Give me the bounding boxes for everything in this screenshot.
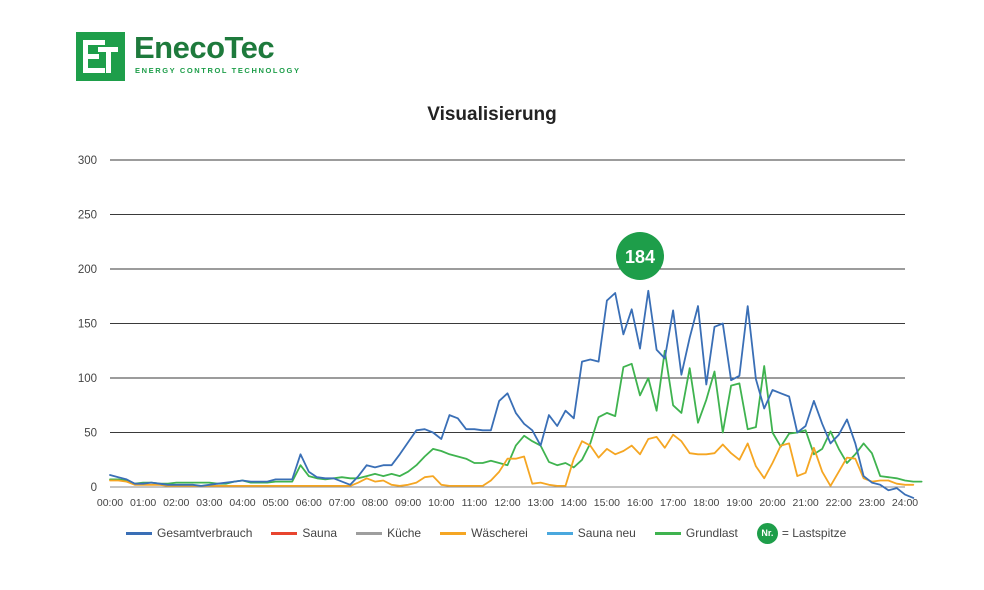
x-tick-label: 23:00 <box>859 497 885 509</box>
x-tick-label: 17:00 <box>660 497 686 509</box>
legend-swatch <box>546 531 573 535</box>
x-tick-label: 21:00 <box>792 497 818 509</box>
logo: EnecoTec ENERGY CONTROL TECHNOLOGY <box>76 30 299 82</box>
x-tick-label: 24:00 <box>892 497 918 509</box>
legend-item: Gesamtverbrauch <box>126 526 252 540</box>
legend-item: Grundlast <box>654 526 738 540</box>
x-tick-label: 06:00 <box>296 497 322 509</box>
legend-label: Gesamtverbrauch <box>157 526 253 540</box>
x-tick-label: 18:00 <box>693 497 719 509</box>
y-tick-label: 100 <box>78 373 97 385</box>
x-tick-label: 08:00 <box>362 497 388 509</box>
legend-item: Wäscherei <box>440 526 528 540</box>
x-tick-label: 14:00 <box>561 497 587 509</box>
y-tick-label: 0 <box>91 482 97 494</box>
x-tick-label: 01:00 <box>130 497 156 509</box>
series-line-gesamtverbrauch <box>109 289 915 499</box>
x-tick-label: 20:00 <box>759 497 785 509</box>
legend-label: Sauna <box>302 526 338 540</box>
y-tick-label: 200 <box>78 264 97 276</box>
series-line-wäscherei <box>109 433 915 487</box>
logo-name: EnecoTec <box>134 30 275 65</box>
legend-item: Sauna <box>271 526 337 540</box>
x-tick-label: 16:00 <box>627 497 653 509</box>
legend-label: Grundlast <box>685 526 738 540</box>
x-tick-label: 09:00 <box>395 497 421 509</box>
logo-et-glyph-icon <box>83 40 118 73</box>
legend-label: Wäscherei <box>471 526 528 540</box>
x-tick-label: 00:00 <box>97 497 123 509</box>
legend-swatch <box>126 531 152 535</box>
legend-label: Küche <box>387 526 422 540</box>
x-axis-ticks: 00:00 01:00 02:00 03:00 04:00 05:00 06:00 07:00… <box>97 497 918 509</box>
x-tick-label: 15:00 <box>594 497 620 509</box>
legend: Gesamtverbrauch Sauna Küche Wäscherei Sauna … <box>126 522 865 544</box>
y-tick-label: 150 <box>78 319 97 331</box>
y-tick-label: 250 <box>78 210 97 222</box>
logo-tagline: ENERGY CONTROL TECHNOLOGY <box>135 66 301 75</box>
peak-annotation: 184 <box>616 232 664 280</box>
legend-item-peak: Nr. = Lastspitze <box>756 522 847 544</box>
x-tick-label: 02:00 <box>163 497 189 509</box>
peak-label: 184 <box>625 247 655 267</box>
y-axis-ticks: 0 50 100 150 200 250 300 <box>78 155 97 494</box>
x-tick-label: 05:00 <box>262 497 288 509</box>
legend-item: Küche <box>356 526 421 540</box>
legend-swatch <box>271 531 298 535</box>
legend-swatch <box>356 531 383 535</box>
legend-peak-text: = Lastspitze <box>781 526 847 540</box>
x-tick-label: 07:00 <box>329 497 355 509</box>
y-tick-label: 300 <box>78 155 97 167</box>
legend-item: Sauna neu <box>546 526 636 540</box>
series-line-grundlast <box>109 349 923 485</box>
x-tick-label: 04:00 <box>229 497 255 509</box>
x-tick-label: 22:00 <box>826 497 852 509</box>
chart-title: Visualisierung <box>427 104 557 125</box>
x-tick-label: 11:00 <box>462 497 488 509</box>
x-tick-label: 10:00 <box>428 497 454 509</box>
logo-mark-icon <box>76 32 125 81</box>
x-tick-label: 03:00 <box>196 497 222 509</box>
legend-label: Sauna neu <box>577 526 636 540</box>
grid-lines <box>110 159 905 488</box>
x-tick-label: 19:00 <box>726 497 752 509</box>
peak-badge <box>616 232 664 280</box>
legend-swatch <box>440 531 467 535</box>
legend-peak-badge: Nr. <box>756 522 778 544</box>
x-tick-label: 13:00 <box>527 497 553 509</box>
legend-swatch <box>654 531 681 535</box>
y-tick-label: 50 <box>84 428 97 440</box>
x-tick-label: 12:00 <box>494 497 520 509</box>
series-lines <box>109 289 923 499</box>
